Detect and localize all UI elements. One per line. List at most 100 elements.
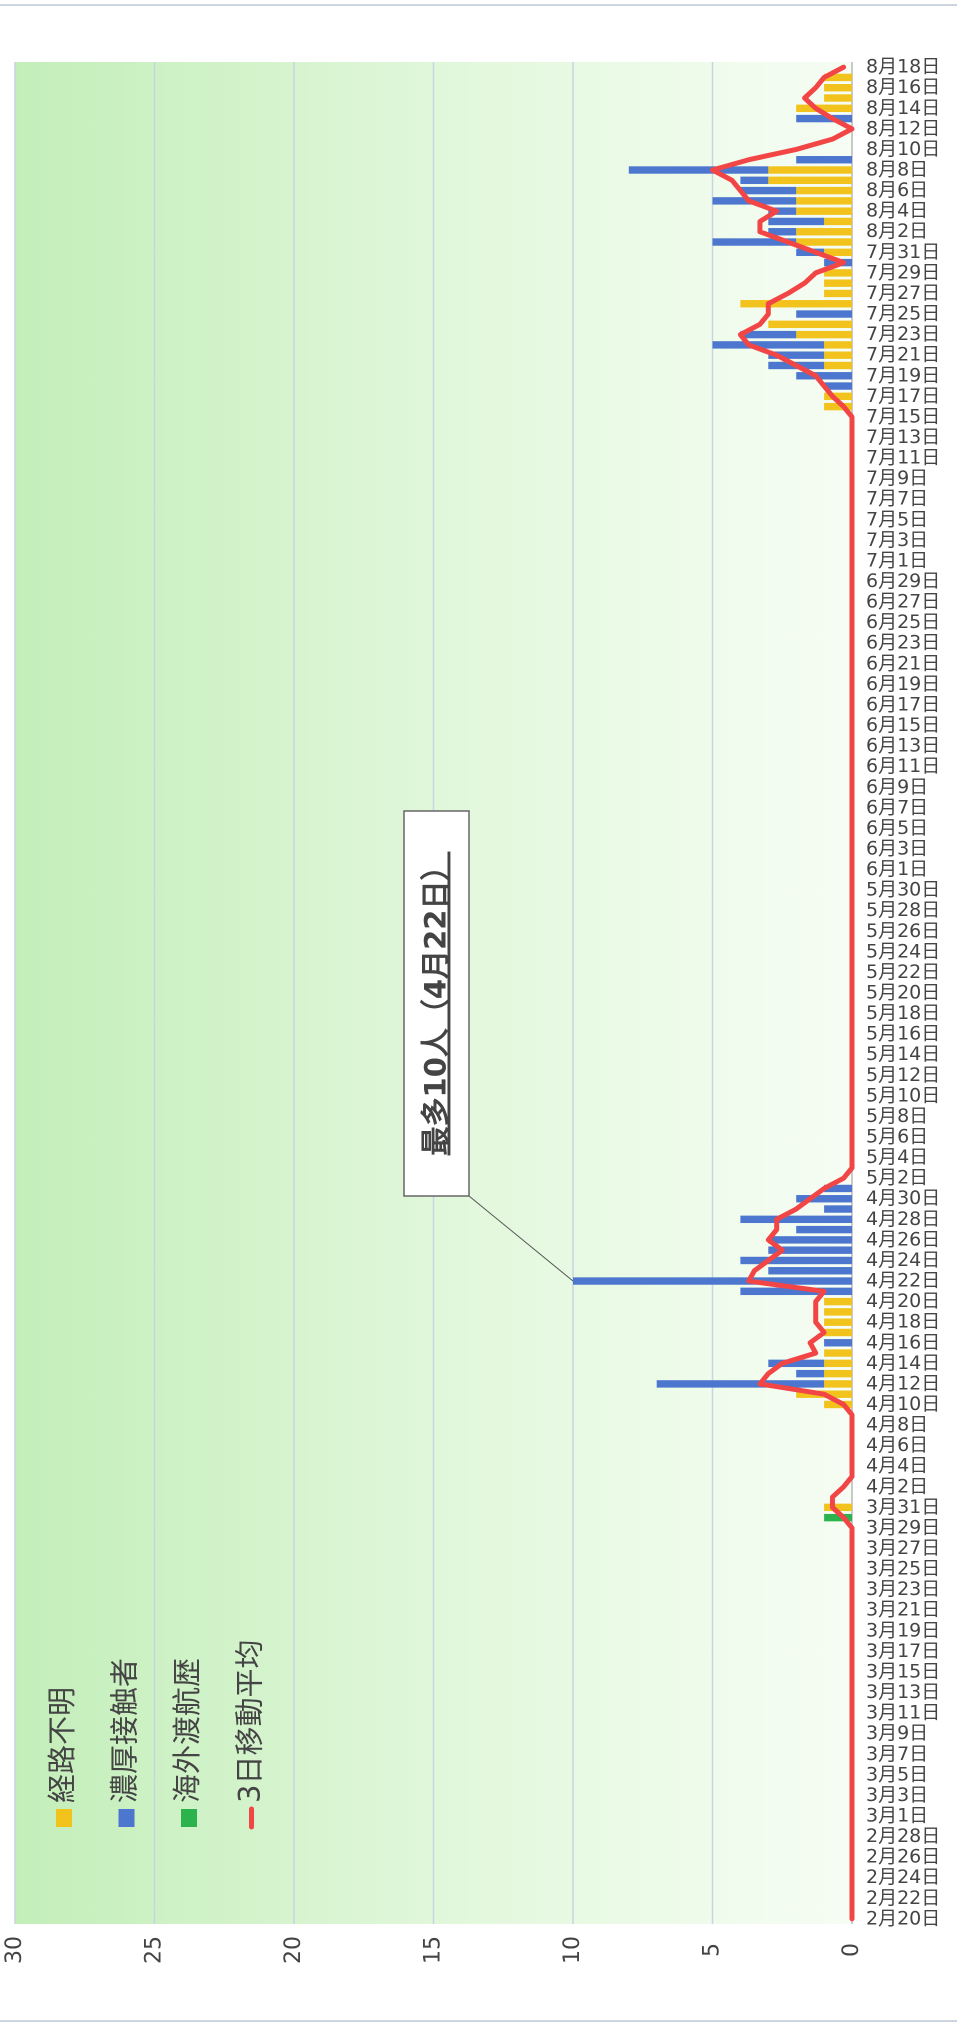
x-tick-label: 5月22日: [866, 961, 940, 983]
x-tick-label: 4月16日: [866, 1331, 940, 1353]
x-tick-label: 7月15日: [866, 405, 940, 427]
legend-label: 経路不明: [45, 1687, 79, 1803]
x-tick-label: 3月31日: [866, 1496, 940, 1518]
y-tick-label: 30: [2, 1936, 27, 1964]
x-tick-label: 6月21日: [866, 652, 940, 674]
x-tick-label: 8月2日: [866, 220, 928, 242]
x-tick-label: 8月6日: [866, 179, 928, 201]
legend-label: 3日移動平均: [233, 1640, 267, 1803]
x-tick-label: 5月16日: [866, 1023, 940, 1045]
x-tick-label: 3月21日: [866, 1599, 940, 1621]
x-tick-label: 4月8日: [866, 1414, 928, 1436]
x-tick-label: 6月3日: [866, 837, 928, 859]
x-tick-label: 3月13日: [866, 1681, 940, 1703]
x-tick-label: 5月14日: [866, 1043, 940, 1065]
bar: [796, 207, 853, 215]
x-tick-label: 2月20日: [866, 1907, 940, 1929]
annotation-box: [403, 810, 470, 1197]
bar: [824, 382, 852, 390]
x-tick-label: 5月4日: [866, 1146, 928, 1168]
x-tick-label: 5月24日: [866, 940, 940, 962]
x-tick-label: 6月13日: [866, 735, 940, 757]
x-tick-label: 7月21日: [866, 344, 940, 366]
bar: [824, 217, 852, 226]
legend-label: 海外渡航歴: [170, 1658, 204, 1803]
x-tick-label: 7月11日: [866, 447, 940, 469]
x-tick-label: 8月18日: [866, 56, 940, 78]
bar: [768, 1236, 852, 1244]
x-tick-label: 6月9日: [866, 776, 928, 798]
x-tick-label: 6月1日: [866, 858, 928, 880]
plot-group: 0 5 10 15 20 25 30 最多10人（4月22日） 経路不明 濃厚接触者 海外渡航歴 3日…: [2, 62, 864, 1964]
x-tick-label: 7月13日: [866, 426, 940, 448]
x-tick-label: 8月16日: [866, 76, 940, 98]
bar: [824, 351, 852, 359]
x-tick-label: 5月30日: [866, 879, 940, 901]
legend-marker: [181, 1809, 197, 1827]
bar: [824, 1297, 852, 1306]
x-tick-label: 7月31日: [866, 241, 940, 263]
x-tick-label: 8月10日: [866, 138, 940, 160]
bar: [796, 186, 853, 195]
bar: [768, 166, 852, 174]
x-tick-label: 5月10日: [866, 1084, 940, 1106]
x-tick-label: 4月6日: [866, 1434, 928, 1456]
bar: [796, 1369, 825, 1378]
bar: [824, 1339, 852, 1347]
bar: [768, 228, 797, 236]
x-tick-label: 5月6日: [866, 1126, 928, 1148]
x-tick-label: 3月11日: [866, 1702, 940, 1724]
y-tick-label: 15: [421, 1936, 446, 1964]
x-tick-label: 3月23日: [866, 1578, 940, 1600]
bar: [824, 361, 852, 370]
x-tick-label: 2月28日: [866, 1825, 940, 1847]
bar: [824, 1380, 852, 1388]
x-tick-label: 4月20日: [866, 1290, 940, 1312]
bar: [824, 94, 852, 102]
bar: [740, 330, 797, 339]
x-tick-label: 3月9日: [866, 1722, 928, 1744]
legend-label: 濃厚接触者: [108, 1658, 142, 1803]
bar: [824, 289, 852, 298]
bar: [824, 1369, 852, 1378]
x-tick-label: 7月17日: [866, 385, 940, 407]
bar: [768, 217, 825, 226]
x-tick-label: 4月4日: [866, 1455, 928, 1477]
x-tick-label: 6月23日: [866, 632, 940, 654]
x-tick-label: 2月24日: [866, 1866, 940, 1888]
bar: [824, 84, 852, 92]
bar: [796, 330, 853, 339]
bar: [824, 1318, 852, 1326]
x-tick-label: 6月19日: [866, 673, 940, 695]
x-tick-label: 6月29日: [866, 570, 940, 592]
x-tick-label: 5月2日: [866, 1167, 928, 1189]
bar: [796, 228, 853, 236]
x-tick-label: 8月4日: [866, 200, 928, 222]
x-tick-label: 4月28日: [866, 1208, 940, 1230]
x-tick-label: 5月26日: [866, 920, 940, 942]
x-tick-label: 6月27日: [866, 591, 940, 613]
legend-marker: [56, 1809, 72, 1827]
x-tick-label: 5月8日: [866, 1105, 928, 1127]
x-tick-label: 4月18日: [866, 1311, 940, 1333]
bar: [796, 1225, 853, 1234]
line-series: [710, 64, 855, 1922]
x-tick-label: 4月26日: [866, 1228, 940, 1250]
annotation-leader: [468, 1195, 574, 1282]
annotation-text: 最多10人（4月22日）: [419, 852, 453, 1156]
x-tick-label: 7月3日: [866, 529, 928, 551]
y-tick-label: 10: [560, 1936, 585, 1964]
x-tick-label: 6月17日: [866, 693, 940, 715]
bar: [768, 176, 852, 185]
x-tick-label: 5月18日: [866, 1002, 940, 1024]
legend-marker: [118, 1809, 135, 1827]
bar: [824, 248, 852, 257]
x-tick-label: 7月27日: [866, 282, 940, 304]
bar: [628, 166, 769, 174]
x-tick-label: 6月25日: [866, 611, 940, 633]
bar: [796, 372, 853, 380]
x-tick-label: 2月22日: [866, 1887, 940, 1909]
y-tick-label: 5: [700, 1943, 725, 1957]
bar: [768, 320, 852, 329]
